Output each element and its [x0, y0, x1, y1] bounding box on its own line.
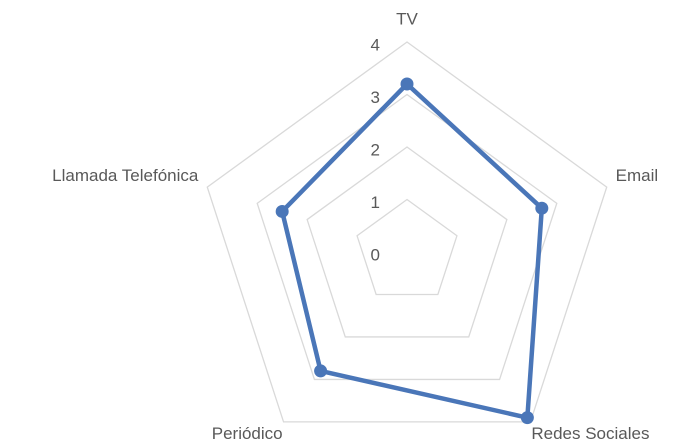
category-label: Redes Sociales [531, 424, 649, 443]
grid-ring [256, 93, 558, 381]
data-point [314, 364, 328, 378]
category-label: Periódico [212, 424, 283, 443]
r-tick-label: 2 [371, 140, 380, 159]
grid-ring [206, 41, 608, 423]
grid-ring [306, 146, 508, 338]
data-point [520, 411, 534, 425]
data-point [535, 201, 549, 215]
data-point [275, 204, 289, 218]
r-tick-label: 3 [371, 88, 380, 107]
r-tick-label: 4 [371, 35, 380, 54]
r-tick-label: 0 [371, 245, 380, 264]
category-label: TV [396, 9, 418, 28]
series-line [279, 81, 545, 420]
category-label: Llamada Telefónica [52, 166, 199, 185]
category-label: Email [616, 166, 659, 185]
r-tick-label: 1 [371, 193, 380, 212]
data-point [400, 77, 414, 91]
grid-ring [356, 198, 458, 296]
